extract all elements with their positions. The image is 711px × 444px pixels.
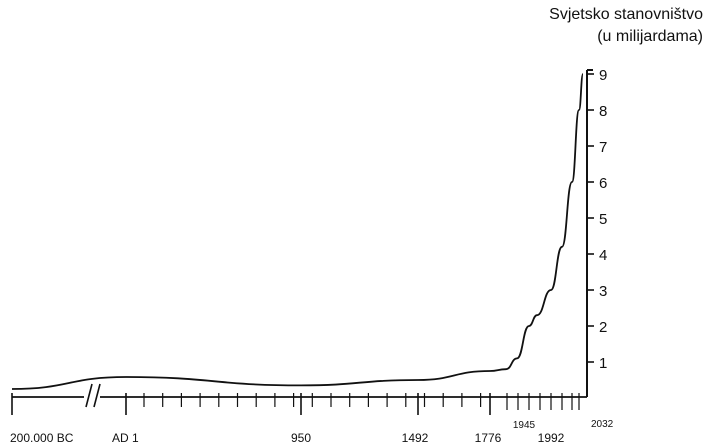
y-tick-label: 6 xyxy=(599,175,607,192)
x-tick-label: AD 1 xyxy=(112,431,139,444)
y-tick-label: 2 xyxy=(599,319,607,336)
axis-break-slash-2 xyxy=(93,383,101,408)
y-axis-title-line2: (u milijardama) xyxy=(597,28,703,45)
population-curve xyxy=(11,73,584,390)
y-tick-label: 1 xyxy=(599,355,607,372)
axis-break-slash-1 xyxy=(85,383,93,408)
y-axis-title-line1: Svjetsko stanovništvo xyxy=(549,6,703,23)
y-tick-label: 9 xyxy=(599,67,607,84)
x-tick-label: 2032 xyxy=(591,419,614,430)
y-tick-label: 5 xyxy=(599,211,607,228)
y-tick-label: 8 xyxy=(599,103,607,120)
y-tick-label: 7 xyxy=(599,139,607,156)
x-tick-label: 1945 xyxy=(513,420,536,431)
x-tick-label: 1776 xyxy=(475,431,502,444)
y-tick-label: 3 xyxy=(599,283,607,300)
x-tick-label: 950 xyxy=(291,431,311,444)
x-tick-label: 1492 xyxy=(402,431,429,444)
y-tick-label: 4 xyxy=(599,247,607,264)
x-tick-label: 1992 xyxy=(538,431,565,444)
x-tick-label: 200.000 BC xyxy=(10,431,74,444)
